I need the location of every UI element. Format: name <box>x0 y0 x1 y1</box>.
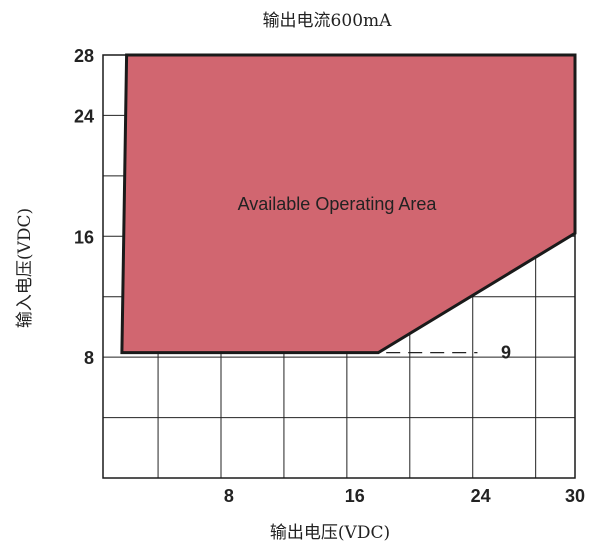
area-label: Available Operating Area <box>238 194 438 214</box>
annotation-label: 9 <box>501 343 511 363</box>
y-tick-label-2: 24 <box>74 106 94 126</box>
y-tick-labels: 8 16 24 28 <box>74 46 94 368</box>
plot-frame <box>102 54 576 479</box>
y-tick-label-1: 16 <box>74 227 94 247</box>
x-tick-label-1: 16 <box>345 486 365 506</box>
x-axis-label: 输出电压(VDC) <box>270 523 390 543</box>
y-axis-label: 输入电压(VDC) <box>15 208 35 328</box>
x-tick-label-3: 30 <box>565 486 585 506</box>
y-tick-label-3: 28 <box>74 46 94 66</box>
x-tick-label-2: 24 <box>471 486 491 506</box>
x-tick-label-0: 8 <box>224 486 234 506</box>
x-tick-labels: 8 16 24 30 <box>224 486 585 506</box>
y-tick-label-0: 8 <box>84 348 94 368</box>
chart-title: 输出电流600mA <box>263 11 393 31</box>
